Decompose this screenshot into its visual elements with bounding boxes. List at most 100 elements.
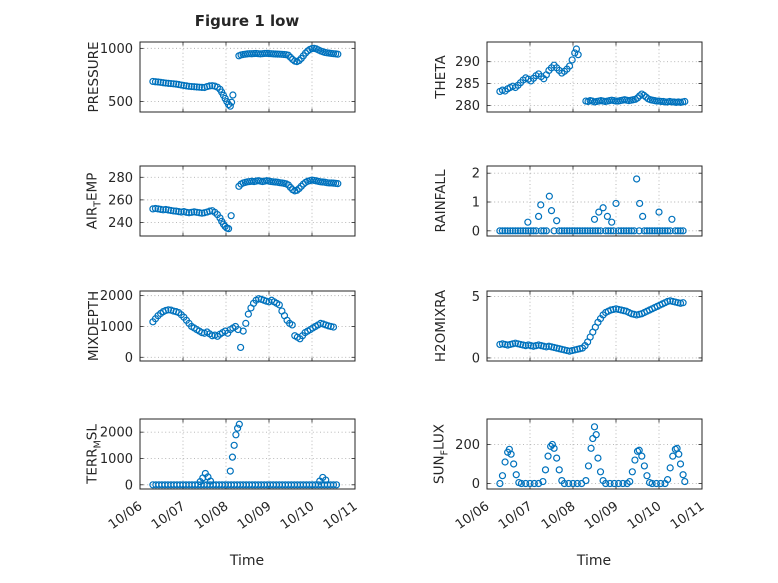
- x-tick-label: 10/11: [668, 499, 707, 533]
- data-point: [609, 227, 618, 235]
- scatter-markers: [496, 45, 689, 106]
- data-point: [603, 212, 611, 221]
- y-tick-label: 1: [472, 196, 480, 211]
- data-point: [638, 452, 646, 460]
- data-point: [595, 208, 603, 216]
- data-point: [496, 479, 504, 488]
- data-point: [571, 49, 579, 57]
- data-point: [679, 299, 687, 307]
- data-point: [679, 471, 687, 479]
- scatter-markers: [149, 44, 342, 110]
- data-point: [657, 479, 665, 488]
- data-point: [544, 452, 552, 460]
- data-point: [522, 227, 530, 235]
- data-point: [560, 479, 568, 488]
- data-point: [193, 83, 201, 91]
- x-tick-labels: 10/06 10/07 10/08 10/09 10/10 10/11: [106, 499, 360, 533]
- data-point: [555, 227, 563, 235]
- data-point: [545, 192, 553, 200]
- grid-lines: [486, 166, 703, 236]
- data-point: [640, 91, 648, 99]
- data-point: [594, 227, 602, 235]
- pressure-chart-canvas: 500 1000: [100, 41, 356, 113]
- data-point: [227, 98, 236, 106]
- data-point: [295, 56, 303, 65]
- data-point: [534, 212, 543, 221]
- data-point: [498, 472, 507, 480]
- data-point: [193, 208, 201, 216]
- y-tick-label: 240: [108, 216, 133, 231]
- data-point: [558, 227, 566, 235]
- data-point: [576, 227, 584, 235]
- data-point: [565, 227, 574, 235]
- data-point: [224, 225, 233, 233]
- data-point: [594, 454, 602, 462]
- data-point: [666, 464, 674, 472]
- data-point: [198, 83, 206, 91]
- data-point: [658, 227, 667, 235]
- data-point: [164, 79, 172, 87]
- rainfall-ylabel: RAINFALL: [433, 169, 449, 233]
- y-tick-labels: 0 1000 2000: [100, 426, 133, 494]
- data-point: [640, 227, 648, 235]
- data-point: [501, 227, 509, 235]
- data-point: [172, 80, 180, 88]
- tick-marks: [139, 166, 356, 236]
- y-tick-label: 200: [455, 438, 480, 453]
- data-point: [226, 102, 234, 110]
- data-point: [534, 479, 543, 488]
- data-point: [169, 207, 178, 215]
- data-point: [669, 452, 677, 460]
- data-point: [154, 205, 162, 213]
- data-point: [614, 479, 623, 488]
- data-point: [206, 477, 215, 485]
- figure-title: Figure 1 low: [194, 12, 300, 30]
- data-point: [568, 56, 576, 64]
- y-tick-label: 290: [455, 55, 480, 70]
- data-point: [509, 227, 517, 235]
- data-point: [519, 227, 527, 235]
- data-point: [636, 199, 644, 208]
- sun-flux-chart-canvas: 0 200 10/06 10/07 10/08 10/09 10/10 10/11: [453, 418, 707, 533]
- data-point: [676, 460, 685, 468]
- data-point: [582, 476, 590, 485]
- y-tick-label: 1000: [100, 320, 133, 335]
- data-point: [661, 227, 669, 235]
- ylabel-subscript: T: [92, 200, 104, 207]
- data-point: [157, 78, 165, 86]
- x-tick-label: 10/06: [453, 499, 492, 533]
- data-point: [237, 343, 245, 352]
- y-tick-labels: 0 200: [455, 438, 480, 492]
- axes-box: [486, 418, 703, 490]
- y-tick-label: 260: [108, 193, 133, 208]
- y-tick-label: 1000: [100, 452, 133, 467]
- data-point: [162, 79, 170, 87]
- data-point: [565, 479, 573, 488]
- data-point: [664, 227, 672, 235]
- sun-flux-ylabel: SUNFLUX: [431, 424, 451, 484]
- data-point: [288, 321, 296, 329]
- data-point: [501, 458, 509, 466]
- data-point: [228, 453, 237, 461]
- data-point: [604, 227, 612, 235]
- tick-marks: [486, 291, 703, 361]
- data-point: [586, 227, 594, 235]
- data-point: [606, 479, 614, 488]
- data-point: [573, 479, 581, 488]
- data-point: [329, 323, 338, 331]
- scatter-markers: [496, 423, 689, 488]
- scatter-markers: [149, 420, 341, 489]
- data-point: [235, 420, 243, 428]
- data-point: [524, 227, 532, 235]
- y-tick-label: 285: [455, 77, 480, 92]
- data-point: [610, 479, 618, 488]
- y-tick-labels: 240 260 280: [108, 171, 133, 231]
- y-tick-label: 2: [472, 167, 480, 182]
- data-point: [639, 212, 647, 221]
- mixdepth-chart-canvas: 0 1000 2000: [100, 289, 356, 366]
- data-point: [630, 227, 638, 235]
- data-point: [322, 476, 330, 484]
- data-point: [527, 227, 535, 235]
- data-point: [591, 227, 599, 235]
